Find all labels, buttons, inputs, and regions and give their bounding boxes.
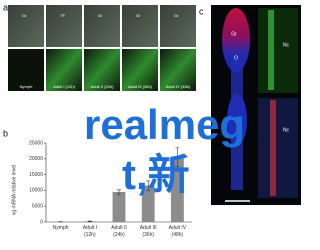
y-tick-label: 0 — [40, 219, 43, 225]
panel-a: Gr Nymph TF Adult I (12h) Gr Adult II (24h) Gr… — [8, 5, 196, 91]
micrograph — [258, 98, 298, 198]
micrograph — [122, 5, 158, 47]
error-bar — [117, 189, 121, 195]
error-bar — [175, 147, 180, 167]
panel-c: c — [199, 5, 301, 205]
micrograph — [258, 8, 298, 93]
image-label: Adult IV (48h) — [166, 84, 191, 89]
y-axis-title: vg mRNA relative level — [11, 165, 17, 215]
image-label: Adult I (12h) — [53, 84, 75, 89]
y-tick-label: 25000 — [29, 140, 43, 146]
image-label: Gr — [22, 13, 27, 18]
bar-chart: 0 5000 10000 15000 20000 25000 Nymph Adult I (12… — [29, 140, 192, 238]
micrograph — [160, 5, 196, 47]
error-bar — [146, 180, 151, 191]
figure: a Gr Nymph TF Adult I (12h) Gr Adult II (24h)… — [3, 2, 301, 238]
image-label: Gr — [174, 13, 179, 18]
region-label: Nc — [283, 127, 290, 133]
bar — [170, 157, 184, 222]
micrograph — [84, 49, 120, 91]
error-bar — [87, 220, 92, 222]
y-tick-label: 15000 — [29, 172, 43, 178]
overlay-text: realmeg — [84, 101, 245, 148]
region-label: Gr — [231, 31, 237, 37]
ovary — [222, 8, 250, 72]
image-label: Gr — [136, 13, 141, 18]
micrograph — [46, 49, 82, 91]
panel-label: a — [3, 2, 8, 12]
x-tick-label: Adult I (12h) — [83, 225, 97, 238]
panel-label: c — [199, 6, 204, 16]
panel-b: b vg mRNA relative level — [3, 128, 17, 215]
y-tick-label: 20000 — [29, 156, 43, 162]
overlay-text: t,新 — [122, 151, 190, 198]
micrograph — [84, 5, 120, 47]
x-tick-label: Adult IV (48h) — [169, 225, 187, 238]
region-label: Nc — [283, 42, 290, 48]
x-tick-label: Nymph — [53, 225, 69, 231]
micrograph — [122, 49, 158, 91]
micrograph — [8, 5, 44, 47]
y-tick-label: 10000 — [29, 188, 43, 194]
x-tick-label: Adult III (36h) — [140, 225, 157, 238]
image-label: Gr — [98, 13, 103, 18]
panel-c-labels: Gr O Nc O Nc — [231, 31, 289, 133]
bar — [112, 191, 126, 222]
micrograph — [8, 49, 44, 91]
region-label: O — [235, 117, 239, 123]
region-label: O — [234, 55, 238, 61]
micrograph — [160, 49, 196, 91]
micrograph — [46, 5, 82, 47]
panel-label: b — [3, 128, 8, 138]
bar — [141, 185, 155, 222]
image-label: Adult II (24h) — [91, 84, 115, 89]
tissue — [270, 100, 276, 196]
tissue — [268, 10, 274, 90]
image-label: Nymph — [20, 84, 33, 89]
x-tick-label: Adult II (24h) — [111, 225, 127, 238]
image-label: TF — [60, 13, 65, 18]
y-tick-label: 5000 — [32, 204, 43, 210]
image-label: Adult III (36h) — [128, 84, 153, 89]
tissue — [231, 60, 243, 190]
